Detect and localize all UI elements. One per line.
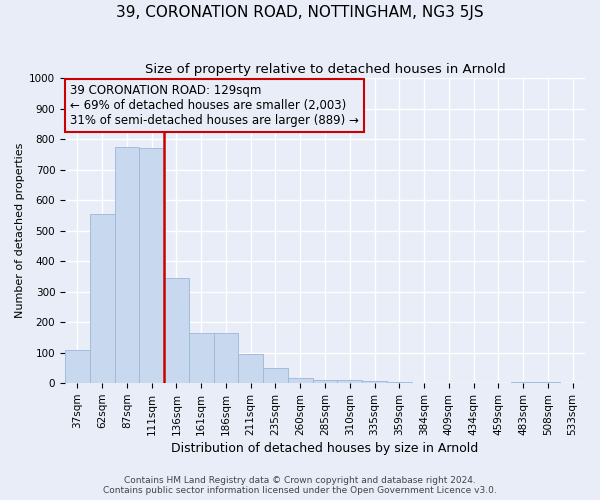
Bar (362, 381, 387, 383)
Bar (139, 148, 164, 383)
Bar (189, 334, 214, 383)
Title: Size of property relative to detached houses in Arnold: Size of property relative to detached ho… (145, 62, 505, 76)
Bar (238, 354, 263, 383)
Text: 39, CORONATION ROAD, NOTTINGHAM, NG3 5JS: 39, CORONATION ROAD, NOTTINGHAM, NG3 5JS (116, 5, 484, 20)
Bar (313, 380, 337, 383)
Bar (288, 378, 313, 383)
X-axis label: Distribution of detached houses by size in Arnold: Distribution of detached houses by size … (172, 442, 479, 455)
Bar (214, 334, 238, 383)
Text: 39 CORONATION ROAD: 129sqm
← 69% of detached houses are smaller (2,003)
31% of s: 39 CORONATION ROAD: 129sqm ← 69% of deta… (70, 84, 359, 127)
Text: Contains HM Land Registry data © Crown copyright and database right 2024.
Contai: Contains HM Land Registry data © Crown c… (103, 476, 497, 495)
Bar (535, 382, 560, 383)
Bar (387, 382, 412, 383)
Bar (65, 350, 90, 383)
Y-axis label: Number of detached properties: Number of detached properties (15, 143, 25, 318)
Bar (90, 214, 115, 383)
Bar (263, 368, 288, 383)
Bar (337, 380, 362, 383)
Bar (511, 382, 535, 383)
Bar (164, 278, 189, 383)
Bar (115, 146, 139, 383)
